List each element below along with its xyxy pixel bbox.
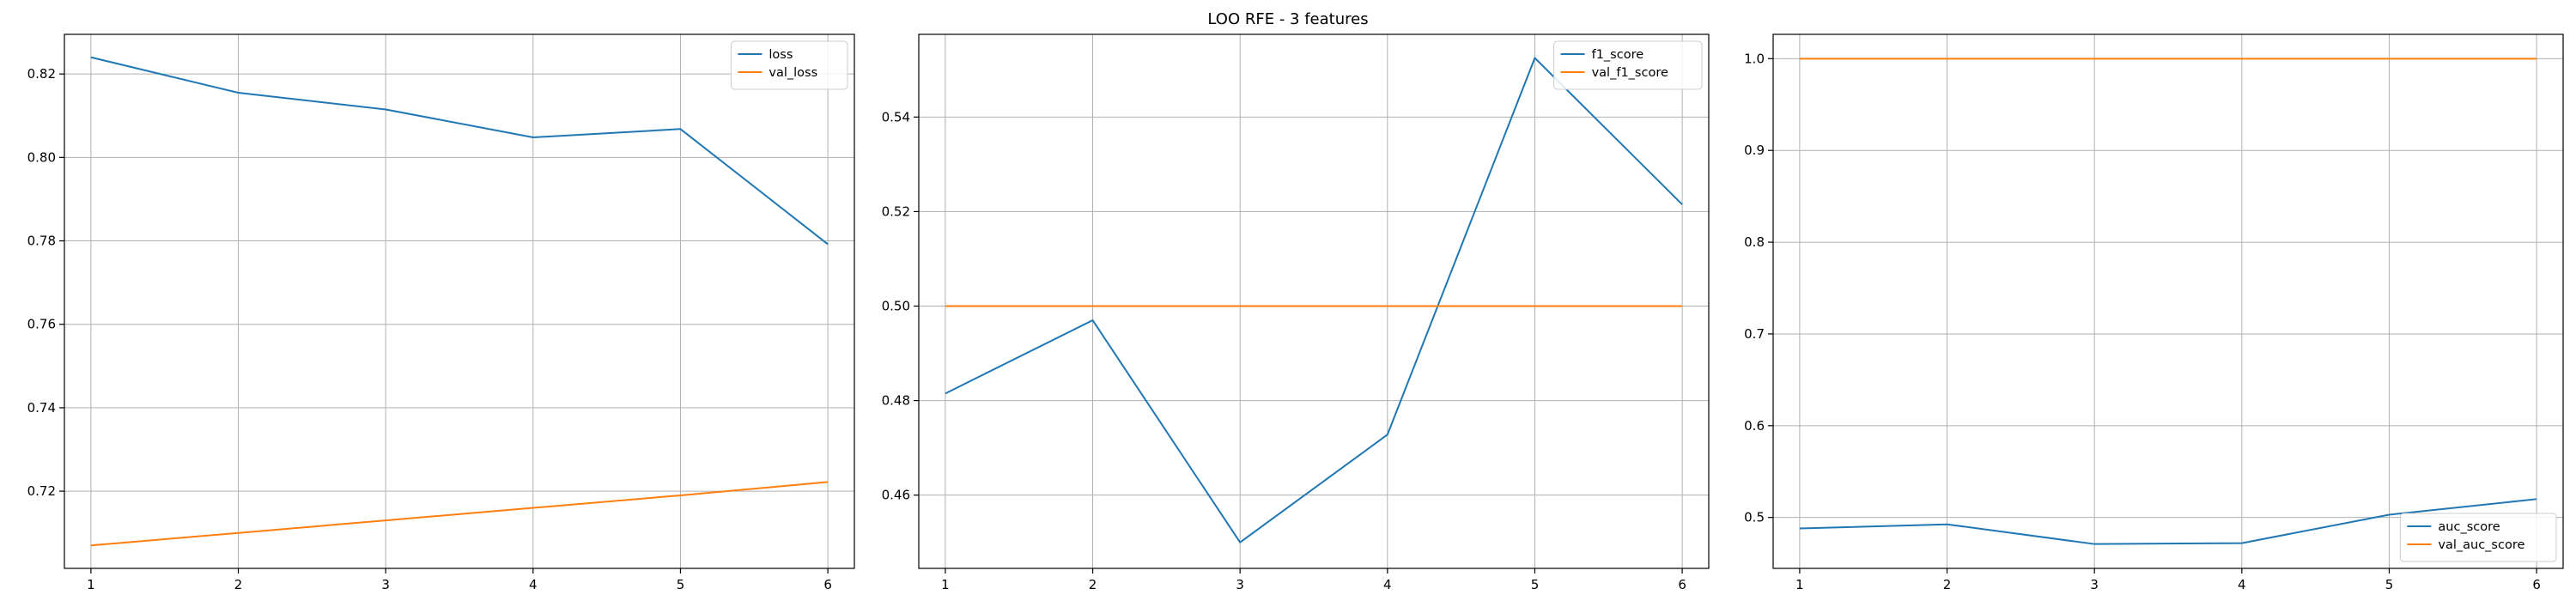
y-tick-label: 0.9 xyxy=(1744,143,1765,158)
y-tick-label: 0.46 xyxy=(882,488,910,503)
series-line-val_loss xyxy=(90,481,829,547)
legend-box xyxy=(1553,40,1703,90)
series-group xyxy=(90,56,829,547)
x-tick-label: 6 xyxy=(2532,577,2541,592)
y-tick-label: 0.52 xyxy=(882,203,910,219)
subplots-container: 1 2 3 4 5 60.720.740.760.780.800.82lossval_lo… xyxy=(27,33,2564,592)
y-tick-label: 0.76 xyxy=(27,317,56,332)
x-tick-label: 3 xyxy=(381,577,390,592)
subplot-2: 1 2 3 4 5 6 0.46 0.48 0.50 0.52 0.54 f1_score val_f1… xyxy=(882,33,1710,592)
y-tick-label: 0.7 xyxy=(1744,326,1765,342)
legend-label-val_auc_score: val_auc_score xyxy=(2438,538,2524,552)
axes-frame xyxy=(1772,33,2564,569)
y-tick-label: 0.72 xyxy=(27,483,56,499)
series-group xyxy=(1799,58,2537,545)
y-tick-label: 0.78 xyxy=(27,234,56,249)
y-tick-label: 0.8 xyxy=(1744,234,1765,250)
figure-suptitle: LOO RFE - 3 features xyxy=(1207,10,1368,28)
y-axis: 0.46 0.48 0.50 0.52 0.54 xyxy=(882,109,919,503)
x-tick-label: 3 xyxy=(1236,577,1244,592)
legend-label-f1_score: f1_score xyxy=(1592,48,1644,62)
x-tick-label: 3 xyxy=(2090,577,2099,592)
series-line-auc_score xyxy=(1799,498,2537,545)
x-tick-label: 5 xyxy=(2385,577,2394,592)
subplot-3: 1 2 3 4 5 6 0.5 0.6 0.7 0.8 0.9 1.0 auc_score val_auc… xyxy=(1744,33,2564,592)
y-tick-label: 0.74 xyxy=(27,400,56,416)
y-tick-label: 0.48 xyxy=(882,393,910,409)
y-tick-label: 0.80 xyxy=(27,149,56,165)
x-axis: 1 2 3 4 5 6 xyxy=(941,568,1686,592)
y-tick-label: 0.82 xyxy=(27,66,56,82)
gridlines xyxy=(64,34,854,568)
legend-box xyxy=(2399,513,2557,562)
legend-label-auc_score: auc_score xyxy=(2438,520,2500,534)
legend: auc_score val_auc_score xyxy=(2399,513,2557,562)
x-tick-label: 1 xyxy=(87,577,95,592)
x-tick-label: 5 xyxy=(1531,577,1540,592)
x-tick-label: 2 xyxy=(1943,577,1952,592)
legend-label-val_f1_score: val_f1_score xyxy=(1592,66,1668,80)
legend-label-loss: loss xyxy=(769,48,793,62)
x-axis: 1 2 3 4 5 6 xyxy=(1795,568,2541,592)
y-tick-label: 1.0 xyxy=(1744,51,1765,66)
x-tick-label: 1 xyxy=(1795,577,1804,592)
y-axis: 0.72 0.74 0.76 0.78 0.80 0.82 xyxy=(27,66,64,499)
y-tick-label: 0.50 xyxy=(882,299,910,314)
x-tick-label: 2 xyxy=(234,577,243,592)
x-tick-label: 1 xyxy=(941,577,950,592)
subplot-1: 1 2 3 4 5 6 0.72 0.74 0.76 0.78 0.80 0.82 loss val_lo… xyxy=(27,33,855,592)
legend-label-val_loss: val_loss xyxy=(769,66,817,80)
series-line-loss xyxy=(90,56,829,246)
legend: f1_score val_f1_score xyxy=(1553,40,1703,90)
x-axis: 1 2 3 4 5 6 xyxy=(87,568,832,592)
x-tick-label: 2 xyxy=(1089,577,1097,592)
axes-frame xyxy=(64,33,855,569)
x-tick-label: 6 xyxy=(1678,577,1686,592)
y-axis: 0.5 0.6 0.7 0.8 0.9 1.0 xyxy=(1744,51,1773,525)
y-tick-label: 0.6 xyxy=(1744,418,1765,434)
x-tick-label: 5 xyxy=(677,577,685,592)
y-tick-label: 0.54 xyxy=(882,109,910,124)
x-tick-label: 4 xyxy=(529,577,538,592)
axes-frame xyxy=(918,33,1710,569)
x-tick-label: 4 xyxy=(2238,577,2246,592)
y-tick-label: 0.5 xyxy=(1744,510,1765,525)
x-tick-label: 6 xyxy=(823,577,832,592)
legend: loss val_loss xyxy=(730,40,848,90)
x-tick-label: 4 xyxy=(1383,577,1392,592)
